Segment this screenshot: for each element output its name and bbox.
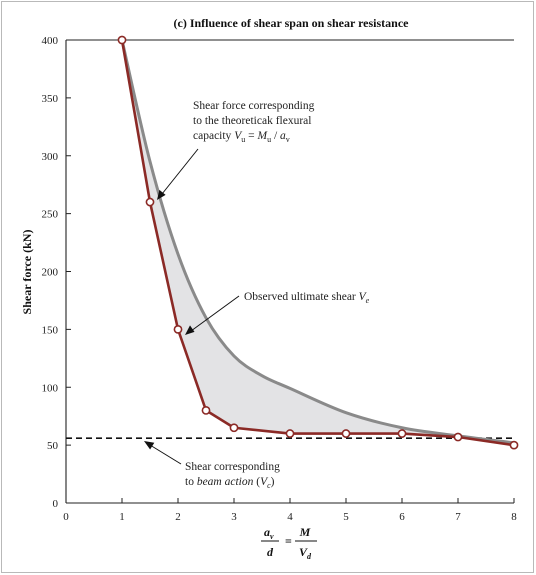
y-tick-label-0: 0 [53, 498, 59, 510]
y-tick-label-250: 250 [42, 209, 59, 221]
beam-line2-paren-close: ) [271, 476, 275, 488]
fill-between-region [122, 40, 514, 446]
observed-point-0 [117, 35, 127, 45]
annotation-beam-leader [149, 444, 182, 465]
x-tick-label-4: 4 [287, 511, 293, 523]
y-tick-label-300: 300 [42, 151, 59, 163]
formula-v-symbol: V [234, 130, 243, 142]
y-tick-label-150: 150 [42, 324, 59, 336]
observed-shear-line [120, 39, 515, 447]
observed-point-3 [201, 405, 211, 415]
x-label-lhs-numerator: av [264, 525, 274, 541]
x-tick-label-8: 8 [511, 511, 517, 523]
ticks: 0 1 2 3 4 5 6 7 8 0 50 100 150 200 250 300 350 400 [42, 35, 518, 523]
y-tick-label-100: 100 [42, 382, 59, 394]
annotation-beam-line-1: Shear corresponding [185, 461, 280, 473]
observed-point-4 [229, 423, 239, 433]
y-tick-label-50: 50 [47, 440, 59, 452]
annotation-flexural-arrowhead [157, 189, 166, 200]
x-axis-label: av d = M Vd [261, 525, 317, 561]
y-tick-label-200: 200 [42, 267, 59, 279]
annotation-flexural-line-3-text: capacity [193, 130, 234, 142]
annotation-flexural-line-3: capacity Vu = Mu / av [193, 130, 290, 144]
x-label-equals: = [285, 534, 292, 548]
x-label-lhs-denominator: d [267, 545, 274, 559]
annotation-flexural-leader [161, 148, 199, 195]
annotation-flexural-line-1: Shear force corresponding [193, 100, 315, 112]
observed-symbol: V [359, 291, 368, 303]
x-label-rhs-denominator: Vd [299, 545, 312, 561]
annotation-observed-arrowhead [185, 325, 195, 335]
beam-line2-prefix: to [185, 476, 197, 488]
annotation-beam-arrowhead [144, 441, 155, 450]
x-tick-label-0: 0 [63, 511, 69, 523]
x-label-rhs-numerator: M [299, 525, 311, 539]
annotation-beam-line-2: to beam action (Vc) [185, 476, 275, 490]
beam-line2-italic: beam action [197, 476, 254, 488]
x-tick-label-3: 3 [231, 511, 237, 523]
formula-m-sub: u [267, 135, 271, 144]
x-tick-label-1: 1 [119, 511, 125, 523]
observed-point-5 [285, 429, 295, 438]
shear-difference-fill [122, 40, 514, 446]
formula-a-sub: v [286, 135, 290, 144]
x-tick-label-5: 5 [343, 511, 349, 523]
observed-point-9 [509, 440, 519, 450]
formula-m-symbol: M [256, 130, 268, 142]
annotation-flexural: Shear force corresponding to the theoret… [157, 100, 315, 200]
x-label-v: V [299, 545, 308, 559]
formula-eq: = [245, 130, 257, 142]
beam-line2-paren-open: ( [253, 476, 260, 488]
observed-point-7 [397, 429, 407, 438]
chart-title: (c) Influence of shear span on shear res… [174, 16, 410, 30]
annotation-observed-line: Observed ultimate shear [244, 291, 359, 303]
y-axis-label: Shear force (kN) [20, 230, 34, 315]
formula-sep: / [271, 130, 280, 142]
y-tick-label-350: 350 [42, 93, 59, 105]
annotation-flexural-line-2: to the theoreticak flexural [193, 115, 311, 127]
x-label-v-sub: d [307, 552, 312, 561]
observed-point-1 [145, 197, 155, 207]
annotation-observed: Observed ultimate shear Ve [185, 291, 370, 335]
x-tick-label-6: 6 [399, 511, 405, 523]
x-tick-label-2: 2 [175, 511, 181, 523]
formula-v-sub: u [241, 135, 245, 144]
observed-symbol-sub: e [366, 296, 370, 305]
beam-symbol-sub: c [267, 481, 271, 490]
annotation-observed-text: Observed ultimate shear Ve [244, 291, 370, 305]
observed-point-6 [341, 429, 351, 438]
annotation-beam-action: Shear corresponding to beam action (Vc) [144, 441, 280, 490]
beam-symbol: V [260, 476, 269, 488]
formula-a-symbol: a [280, 130, 286, 142]
x-tick-label-7: 7 [455, 511, 461, 523]
y-tick-label-400: 400 [42, 35, 59, 47]
annotation-observed-leader [190, 295, 240, 332]
x-label-a-sub: v [270, 532, 274, 541]
observed-point-8 [453, 432, 463, 442]
observed-point-2 [173, 324, 183, 334]
x-label-a: a [264, 525, 270, 539]
flexural-capacity-curve [120, 39, 515, 445]
series-group [66, 35, 519, 450]
